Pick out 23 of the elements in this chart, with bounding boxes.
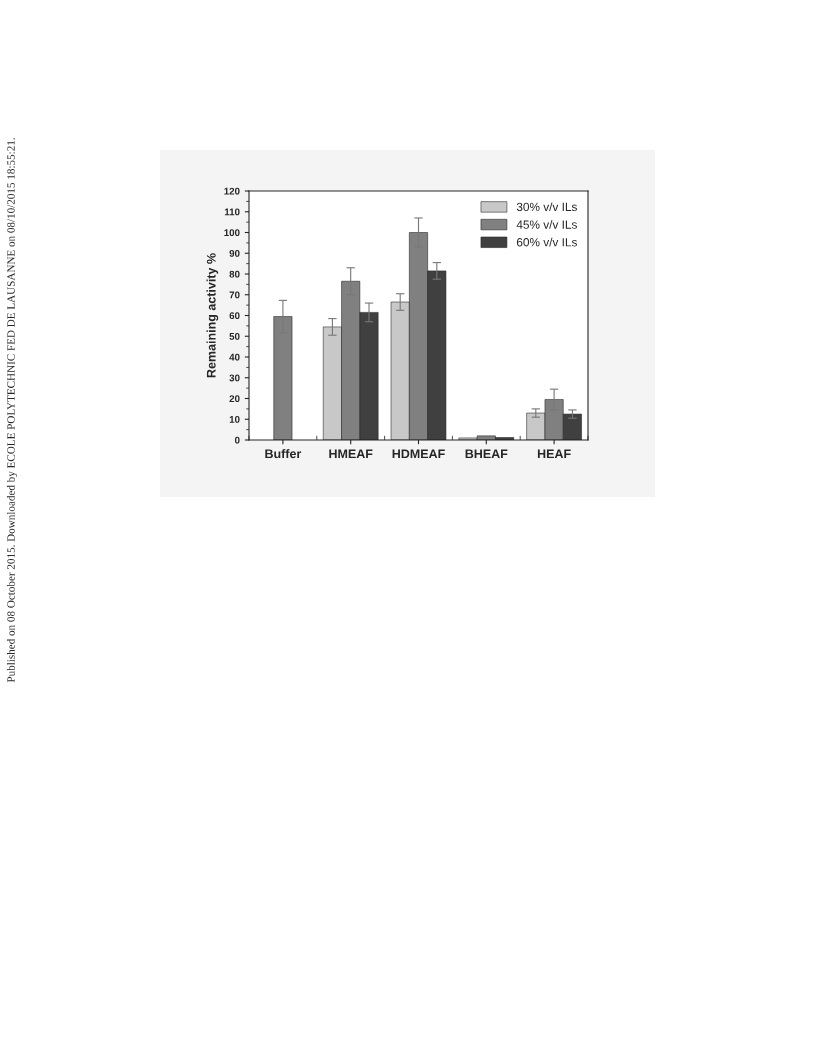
y-tick-label: 120 [224, 187, 240, 195]
y-tick-label: 30 [229, 374, 240, 382]
y-tick-label: 70 [229, 291, 240, 299]
y-tick-label: 20 [229, 395, 240, 403]
text: Published on 08 October 2015. Downloaded by ECOLE POLYTECHNIC FED DE LAUSANNE on 08/10/2015 18:55:21. [6, 138, 18, 683]
y-tick-label: 90 [229, 249, 240, 257]
x-tick-label: BHEAF [465, 449, 508, 459]
x-tick-label: HEAF [537, 449, 571, 459]
y-tick-label: 110 [224, 208, 240, 216]
x-tick-label: Buffer [265, 449, 302, 459]
y-tick-label: 100 [224, 229, 240, 237]
y-tick-label: 60 [229, 312, 240, 320]
x-tick-label: HMEAF [329, 449, 373, 459]
y-tick-label: 0 [234, 436, 240, 444]
x-tick-label: HDMEAF [392, 449, 445, 459]
legend-label: 30% v/v ILs [516, 202, 577, 212]
y-tick-label: 50 [229, 332, 240, 340]
y-axis-title: Remaining activity % [206, 253, 219, 378]
y-tick-label: 10 [229, 415, 240, 423]
y-tick-label: 40 [229, 353, 240, 361]
legend-label: 45% v/v ILs [516, 220, 577, 229]
legend-label: 60% v/v ILs [516, 237, 577, 247]
y-tick-label: 80 [229, 270, 240, 278]
